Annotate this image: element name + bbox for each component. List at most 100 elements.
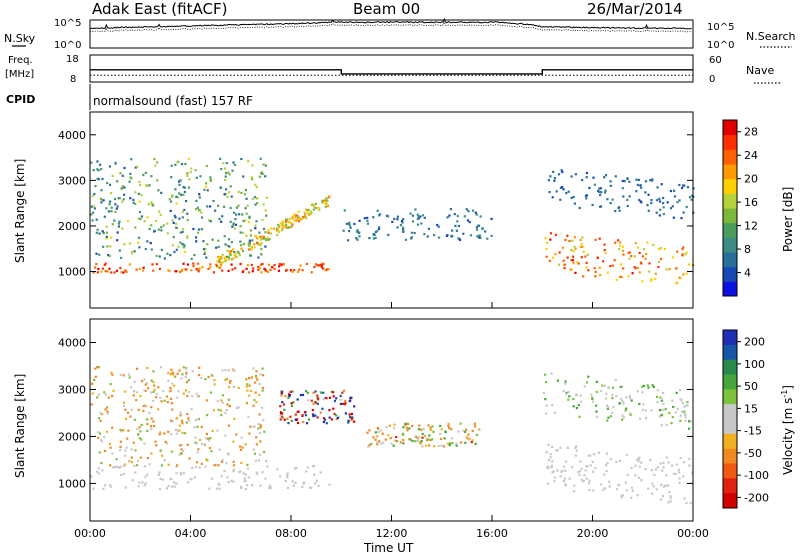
cell xyxy=(120,430,123,433)
cell xyxy=(133,380,136,383)
cell xyxy=(635,178,638,181)
cell xyxy=(681,186,684,189)
cell xyxy=(456,214,459,218)
cell xyxy=(232,440,235,443)
cell xyxy=(427,227,430,230)
cell xyxy=(286,268,289,271)
cell xyxy=(216,399,219,403)
cell xyxy=(146,240,149,243)
cell xyxy=(462,429,465,432)
cell xyxy=(265,196,268,199)
cell xyxy=(108,267,111,270)
cell xyxy=(625,396,628,399)
cell xyxy=(162,224,165,227)
colorbar-swatch xyxy=(723,164,737,180)
cell xyxy=(93,207,96,210)
cell xyxy=(665,268,668,271)
cell xyxy=(567,391,570,394)
colorbar-tick-label: 28 xyxy=(744,126,758,139)
velocity-label-end: ] xyxy=(781,385,795,390)
cell xyxy=(169,254,172,257)
cell xyxy=(396,440,399,443)
cell xyxy=(652,243,655,246)
cell xyxy=(474,425,477,428)
cell xyxy=(237,386,240,389)
cell xyxy=(102,199,105,202)
cell xyxy=(254,224,257,227)
cell xyxy=(142,409,145,413)
cell xyxy=(641,385,644,388)
cell xyxy=(147,203,150,206)
cell xyxy=(140,194,143,197)
cell xyxy=(166,401,169,404)
cell xyxy=(368,444,371,447)
cell xyxy=(644,191,647,194)
cell xyxy=(628,395,631,398)
cell xyxy=(545,241,549,245)
cell xyxy=(620,275,623,279)
cell xyxy=(547,465,550,468)
cell xyxy=(190,257,193,260)
cell xyxy=(220,256,223,259)
cell xyxy=(247,221,250,224)
colorbar-swatch xyxy=(723,419,737,435)
colorbar-swatch xyxy=(723,178,737,194)
cell xyxy=(120,271,123,274)
cell xyxy=(255,471,258,474)
cell xyxy=(417,215,420,218)
cell xyxy=(152,399,155,402)
cell xyxy=(433,445,436,448)
cell xyxy=(146,473,149,476)
cell xyxy=(128,180,131,183)
cell xyxy=(646,204,649,207)
cell xyxy=(656,389,659,392)
cell xyxy=(662,466,665,469)
cell xyxy=(119,373,122,376)
cell xyxy=(237,190,240,193)
cell xyxy=(671,256,675,259)
cell xyxy=(260,242,263,245)
cell xyxy=(221,215,224,218)
cell xyxy=(638,251,641,255)
cell xyxy=(553,480,556,483)
cell xyxy=(174,216,177,219)
cell xyxy=(184,375,187,378)
cell xyxy=(564,460,567,463)
cell xyxy=(372,216,375,219)
cell xyxy=(302,420,305,424)
cell xyxy=(225,408,228,412)
cell xyxy=(138,267,141,270)
cell xyxy=(331,391,335,394)
cell xyxy=(640,461,643,464)
cell xyxy=(687,427,691,430)
cell xyxy=(333,399,337,403)
cell xyxy=(315,206,318,210)
cell xyxy=(100,440,104,443)
cell xyxy=(215,487,219,490)
cell xyxy=(640,479,643,482)
cell xyxy=(429,428,432,431)
cell xyxy=(221,261,225,264)
cell xyxy=(548,191,551,194)
cell xyxy=(170,433,173,436)
cell xyxy=(122,271,125,274)
cell xyxy=(446,442,450,445)
cell xyxy=(279,414,282,417)
cell xyxy=(625,489,628,492)
cell xyxy=(378,214,381,217)
cell xyxy=(138,200,141,203)
cell xyxy=(550,466,553,469)
cell xyxy=(110,210,113,213)
cell xyxy=(130,158,133,161)
cell xyxy=(128,242,131,245)
cell xyxy=(669,495,672,498)
cell xyxy=(421,432,424,436)
cell xyxy=(471,429,474,432)
cell xyxy=(322,267,325,270)
cell xyxy=(344,412,347,415)
cell xyxy=(411,220,415,223)
cell xyxy=(393,423,396,426)
cell xyxy=(604,189,607,192)
cell xyxy=(342,229,345,232)
